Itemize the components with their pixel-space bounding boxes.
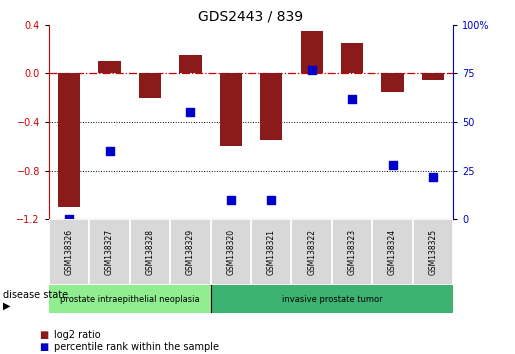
Bar bbox=[332, 219, 372, 285]
Point bbox=[388, 162, 397, 168]
Bar bbox=[90, 219, 130, 285]
Text: ■: ■ bbox=[39, 330, 48, 340]
Bar bbox=[211, 219, 251, 285]
Text: percentile rank within the sample: percentile rank within the sample bbox=[54, 342, 219, 352]
Bar bbox=[341, 43, 363, 73]
Bar bbox=[251, 219, 291, 285]
Text: ■: ■ bbox=[39, 342, 48, 352]
Bar bbox=[130, 219, 170, 285]
Text: log2 ratio: log2 ratio bbox=[54, 330, 101, 340]
Point bbox=[307, 67, 316, 72]
Bar bbox=[413, 219, 453, 285]
Point bbox=[227, 197, 235, 203]
Bar bbox=[220, 73, 242, 147]
Bar bbox=[49, 285, 211, 313]
Text: GSM138326: GSM138326 bbox=[65, 229, 74, 275]
Text: GSM138320: GSM138320 bbox=[227, 229, 235, 275]
Point bbox=[65, 217, 73, 222]
Bar bbox=[291, 219, 332, 285]
Bar bbox=[260, 73, 282, 141]
Bar bbox=[179, 55, 201, 73]
Text: GSM138324: GSM138324 bbox=[388, 229, 397, 275]
Point bbox=[106, 149, 114, 154]
Text: GSM138321: GSM138321 bbox=[267, 229, 276, 275]
Text: GSM138329: GSM138329 bbox=[186, 229, 195, 275]
Bar bbox=[98, 61, 121, 73]
Bar bbox=[301, 31, 323, 73]
Text: prostate intraepithelial neoplasia: prostate intraepithelial neoplasia bbox=[60, 295, 200, 304]
Bar bbox=[139, 73, 161, 98]
Point bbox=[348, 96, 356, 102]
Text: GSM138323: GSM138323 bbox=[348, 229, 356, 275]
Bar bbox=[372, 219, 413, 285]
Text: GSM138328: GSM138328 bbox=[146, 229, 154, 275]
Bar bbox=[58, 73, 80, 207]
Text: ▶: ▶ bbox=[3, 301, 10, 311]
Text: invasive prostate tumor: invasive prostate tumor bbox=[282, 295, 382, 304]
Bar bbox=[422, 73, 444, 80]
Bar bbox=[49, 219, 90, 285]
Point bbox=[429, 174, 437, 179]
Point bbox=[186, 110, 195, 115]
Text: GSM138322: GSM138322 bbox=[307, 229, 316, 275]
Text: GSM138325: GSM138325 bbox=[428, 229, 437, 275]
Bar bbox=[170, 219, 211, 285]
Bar bbox=[382, 73, 404, 92]
Text: disease state: disease state bbox=[3, 290, 67, 300]
Point bbox=[267, 197, 276, 203]
Bar bbox=[211, 285, 453, 313]
Title: GDS2443 / 839: GDS2443 / 839 bbox=[198, 10, 304, 24]
Text: GSM138327: GSM138327 bbox=[105, 229, 114, 275]
